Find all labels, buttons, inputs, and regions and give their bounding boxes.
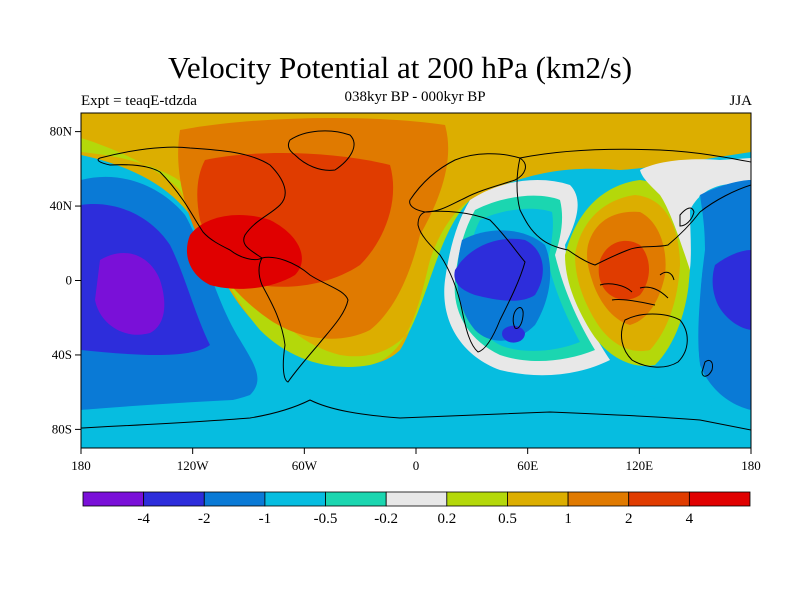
colorbar-swatch xyxy=(203,491,266,507)
chart-title: Velocity Potential at 200 hPa (km2/s) xyxy=(167,50,633,85)
experiment-label: Expt = teaqE-tdzda xyxy=(81,93,197,109)
coastline-japan xyxy=(679,207,695,227)
coastline-antarctica xyxy=(81,399,751,431)
lat-tick-label: 40S xyxy=(52,347,72,362)
colorbar-swatch xyxy=(446,491,508,507)
coastline-maritime-islands xyxy=(599,271,675,306)
contour-maritime-redorange xyxy=(598,240,649,300)
contour-south-cyan xyxy=(81,391,751,448)
colorbar-swatch xyxy=(507,491,569,507)
lon-tick-label: 60W xyxy=(292,458,318,473)
lon-tick-label: 180 xyxy=(741,458,761,473)
season-label: JJA xyxy=(729,93,752,109)
coastline-greenland xyxy=(287,130,355,171)
coastline-north-america xyxy=(97,146,286,261)
coastline-australia xyxy=(621,313,688,368)
colorbar-label: 0.5 xyxy=(498,511,517,527)
coastline-africa xyxy=(417,210,526,353)
lat-tick-label: 80S xyxy=(52,421,72,436)
colorbar-label: -4 xyxy=(137,511,150,527)
lon-tick-label: 120W xyxy=(177,458,210,473)
contour-east-pacific-cyan xyxy=(687,195,704,365)
contour-indian-darkblue xyxy=(454,238,543,301)
contour-east-pacific-darkblue xyxy=(712,250,751,330)
lat-tick-label: 80N xyxy=(50,124,73,139)
colorbar-label: 4 xyxy=(686,511,694,527)
map-axes: 80N 40N 0 40S 80S 180 120W 60W 0 60E 120E 180 xyxy=(50,124,761,473)
contour-atlantic-red xyxy=(186,215,302,289)
lat-tick-label: 40N xyxy=(50,198,73,213)
chart-subtitle: 038kyr BP - 000kyr BP xyxy=(344,89,486,105)
lon-tick-label: 0 xyxy=(413,458,420,473)
lat-tick-label: 0 xyxy=(66,273,73,288)
colorbar-label: -2 xyxy=(198,511,211,527)
coastline-asia xyxy=(516,148,751,266)
colorbar-swatch xyxy=(385,491,448,507)
colorbar-label: 0.2 xyxy=(437,511,456,527)
coastline-madagascar xyxy=(512,307,524,329)
colorbar-swatch xyxy=(143,491,205,507)
colorbar: -4 -2 -1 -0.5 -0.2 0.2 0.5 1 2 4 xyxy=(82,491,751,527)
lon-tick-label: 60E xyxy=(517,458,538,473)
contour-maritime-white-ring xyxy=(640,158,751,270)
coastline-south-america xyxy=(258,256,349,383)
colorbar-swatch xyxy=(264,491,326,507)
colorbar-swatch xyxy=(628,491,690,507)
colorbar-label: 1 xyxy=(564,511,572,527)
colorbar-label: 2 xyxy=(625,511,633,527)
coastline-new-zealand xyxy=(701,359,713,377)
lon-tick-label: 120E xyxy=(626,458,654,473)
colorbar-swatch xyxy=(82,491,145,507)
colorbar-label: -1 xyxy=(259,511,272,527)
colorbar-label: -0.2 xyxy=(374,511,398,527)
contour-field xyxy=(81,113,751,448)
colorbar-swatch xyxy=(567,491,630,507)
contour-indian-darkblue-small xyxy=(502,325,525,343)
lon-tick-label: 180 xyxy=(71,458,91,473)
colorbar-swatch xyxy=(688,491,751,507)
contour-pacific-purple xyxy=(95,252,165,335)
coastlines xyxy=(81,130,751,431)
colorbar-swatch xyxy=(325,491,387,507)
colorbar-label: -0.5 xyxy=(314,511,338,527)
